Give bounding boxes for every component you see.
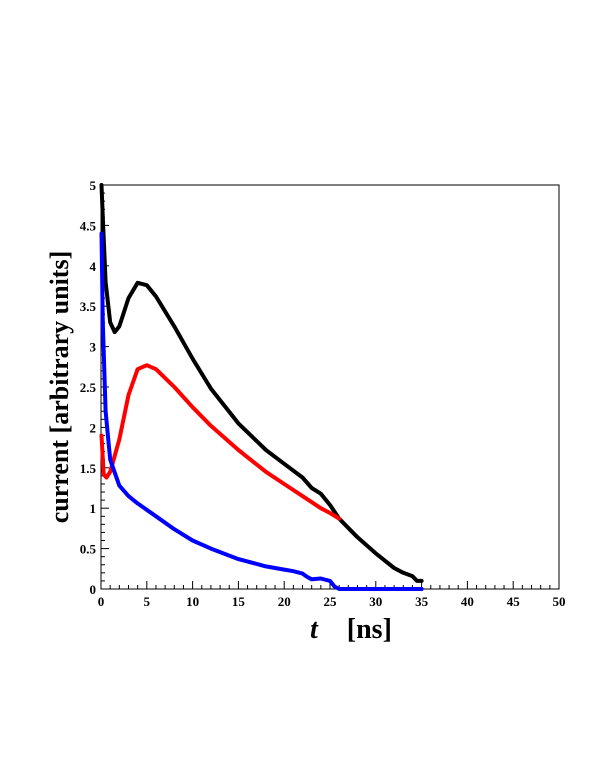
x-tick-label: 50 [553, 594, 566, 609]
x-tick-label: 45 [507, 594, 521, 609]
tick-labels: 0 5 10 15 20 25 30 35 40 45 50 0 0.5 1 1.5 2 2.5 3 3.5 4 4.5… [80, 178, 566, 609]
x-tick-label: 0 [98, 594, 105, 609]
x-tick-label: 15 [232, 594, 246, 609]
y-tick-label: 2 [90, 420, 97, 435]
x-tick-label: 10 [186, 594, 199, 609]
y-axis-title: current [arbitrary units] [45, 251, 74, 523]
y-tick-label: 4.5 [80, 218, 97, 233]
y-tick-label: 5 [90, 178, 97, 193]
x-tick-label: 5 [144, 594, 151, 609]
x-tick-label: 20 [278, 594, 291, 609]
series-line-1 [99, 183, 424, 583]
y-tick-label: 1.5 [80, 461, 97, 476]
x-axis-title-variable: t [310, 614, 319, 645]
series [99, 183, 424, 591]
x-axis-title-unit: [ns] [347, 614, 392, 645]
series-line-2 [99, 363, 342, 521]
series-line-3 [99, 231, 424, 591]
y-tick-label: 0.5 [80, 542, 97, 557]
x-tick-label: 25 [324, 594, 338, 609]
x-tick-label: 40 [461, 594, 474, 609]
y-tick-label: 3 [90, 340, 97, 355]
y-tick-label: 0 [90, 582, 97, 597]
x-tick-label: 35 [415, 594, 429, 609]
y-tick-label: 1 [90, 501, 97, 516]
x-axis-title: t [ns] [310, 614, 392, 645]
y-tick-label: 2.5 [80, 380, 97, 395]
x-tick-label: 30 [369, 594, 382, 609]
y-tick-label: 4 [90, 259, 97, 274]
y-tick-label: 3.5 [80, 299, 97, 314]
